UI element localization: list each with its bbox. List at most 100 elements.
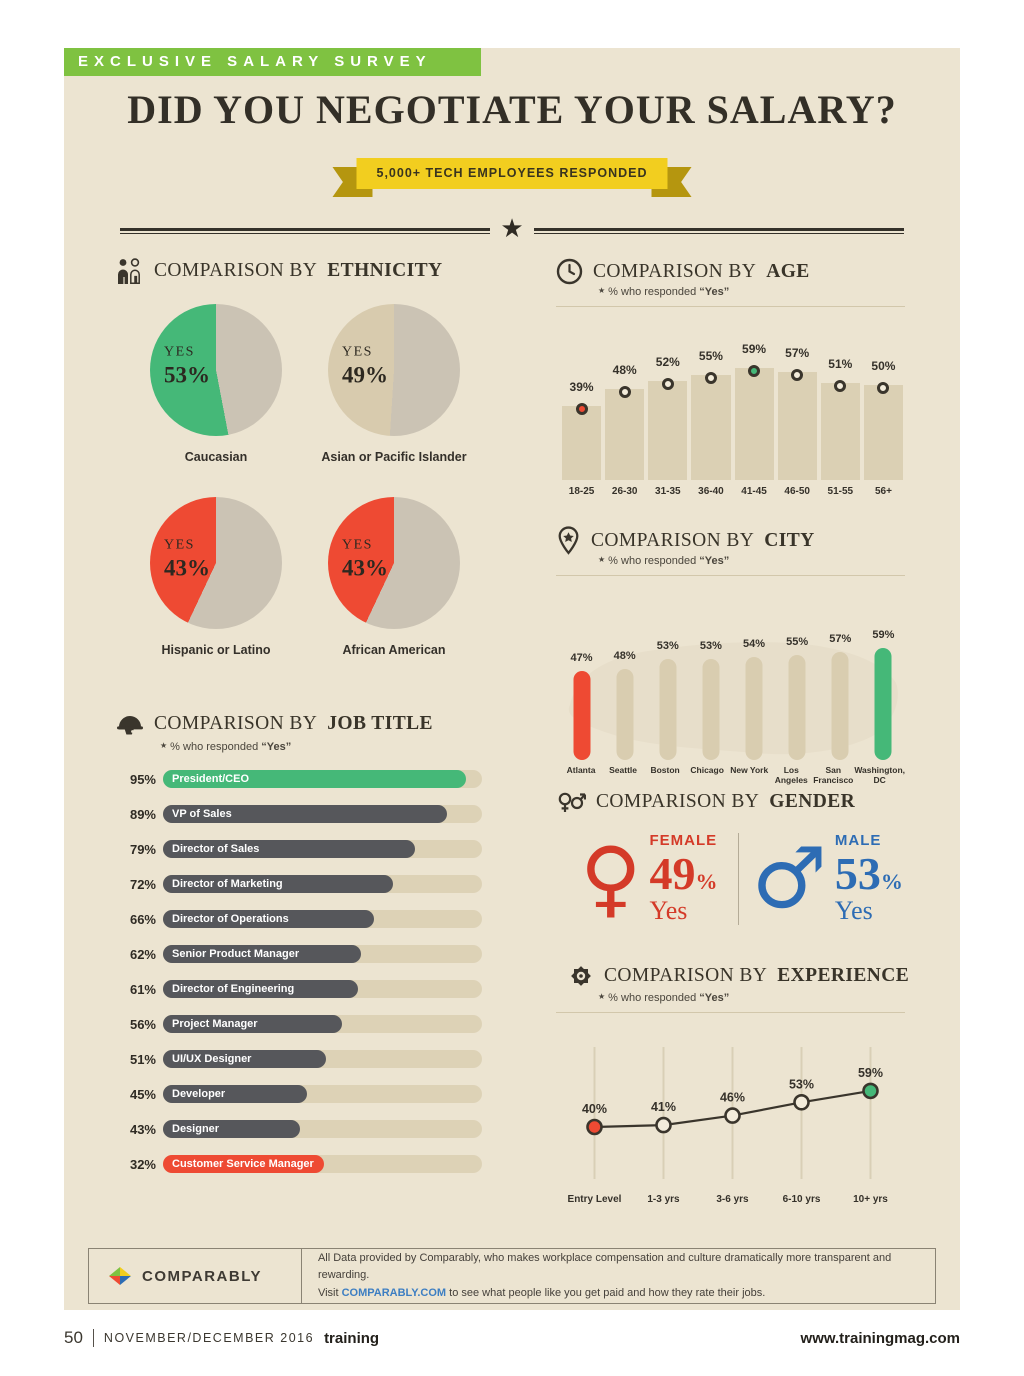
job-bar-fill: Director of Marketing [163,875,393,893]
map-pin-icon [556,526,581,555]
job-title-row: 45% Developer [122,1085,482,1103]
age-column: 57% [776,326,819,480]
city-column: 53% [646,593,689,760]
age-value-label: 39% [569,380,594,394]
age-data-point [877,382,890,394]
city-bar [702,659,720,760]
credit-text: All Data provided by Comparably, who mak… [302,1244,935,1307]
infographic-panel: EXCLUSIVE SALARY SURVEY DID YOU NEGOTIAT… [64,48,960,1310]
experience-value-label: 59% [858,1066,883,1080]
age-data-point [575,403,588,415]
job-percent-label: 43% [129,1121,156,1137]
section-subtitle-age: ★% who responded “Yes” [598,286,729,298]
job-bar-track: President/CEO [163,770,482,788]
footer-divider [92,1329,94,1347]
city-value-label: 47% [570,652,593,664]
age-value-label: 50% [871,359,896,373]
city-value-label: 59% [872,629,895,641]
ethnicity-pie-grid: YES 53% Caucasian YES 49% Asian or Pacific Is… [140,304,472,690]
pie-yes-value: YES 53% [164,344,210,388]
experience-data-point [862,1082,879,1100]
pie-chart: YES 43% [150,497,282,629]
magazine-brand: training [324,1329,380,1347]
section-title-prefix: COMPARISON BY [591,529,755,551]
kicker-banner: EXCLUSIVE SALARY SURVEY [64,48,481,76]
section-rule [556,306,905,307]
age-category-label: 56+ [874,486,892,497]
star-icon: ★ [500,214,524,244]
female-unit: % [695,869,718,895]
section-header-job-title: COMPARISON BY JOB TITLE [116,712,433,736]
helmet-icon [116,712,144,736]
experience-category-label: Entry Level [567,1194,622,1205]
age-bar [691,375,731,480]
job-bar-track: Director of Operations [163,910,482,928]
male-yes: Yes [834,896,873,926]
city-plot: 47% 48% 53% 53% 54% 55% 57% 59% [560,593,905,760]
city-category-label: Atlanta [566,765,596,775]
city-value-label: 54% [743,638,766,650]
job-bar-track: Director of Marketing [163,875,482,893]
job-bar-track: Senior Product Manager [163,945,482,963]
experience-data-point [655,1116,672,1134]
job-percent-label: 45% [129,1086,156,1102]
age-data-point [618,386,631,398]
age-xlabels: 18-25 26-30 31-35 36-40 41-45 46-50 51-55 56+ [560,486,905,497]
age-value-label: 51% [828,357,853,371]
section-rule [556,575,905,576]
job-title-label: VP of Sales [172,808,232,820]
city-value-label: 55% [786,636,809,648]
job-title-label: Director of Engineering [172,983,295,995]
city-bar [745,657,763,760]
age-column: 50% [862,326,905,480]
city-category-label: Seattle [609,765,637,775]
age-column: 52% [646,326,689,480]
job-percent-label: 62% [129,946,156,962]
job-percent-label: 79% [129,841,156,857]
city-value-label: 48% [613,650,636,662]
comparably-link[interactable]: COMPARABLY.COM [341,1286,447,1299]
experience-category-label: 3-6 yrs [716,1194,749,1205]
subtitle-yes: “Yes” [699,286,730,298]
subtitle-yes: “Yes” [699,992,730,1004]
job-bar-fill: Customer Service Manager [163,1155,324,1173]
ribbon-text: 5,000+ TECH EMPLOYEES RESPONDED [356,158,668,189]
pie-yes-value: YES 49% [342,344,388,388]
age-data-point [834,380,847,392]
city-category-label: Chicago [690,765,724,775]
age-category-label: 31-35 [655,486,681,497]
age-bar [734,368,774,480]
job-title-row: 56% Project Manager [122,1015,482,1033]
age-bar [648,381,688,480]
female-yes: Yes [649,896,688,926]
section-rule [556,1012,905,1013]
issue-date: NOVEMBER/DECEMBER 2016 [103,1331,315,1345]
note-star-icon: ★ [598,555,606,564]
age-value-label: 48% [612,363,637,377]
age-bar [562,406,602,480]
pie-category-label: Hispanic or Latino [161,643,271,657]
city-bar [831,652,849,760]
yes-word: YES [342,537,373,553]
city-column: 59% [862,593,905,760]
section-title-prefix: COMPARISON BY [596,791,760,812]
male-label: MALE [834,832,882,850]
section-subtitle-job-title: ★% who responded “Yes” [160,741,291,753]
pie-category-label: Caucasian [184,450,248,464]
city-column: 55% [776,593,819,760]
credit-line2-prefix: Visit [317,1286,342,1299]
job-bar-fill: UI/UX Designer [163,1050,326,1068]
experience-data-point [793,1094,810,1111]
experience-data-point [724,1107,741,1124]
section-title-prefix: COMPARISON BY [593,260,757,282]
male-value: 53% [835,851,903,897]
job-bar-track: Developer [163,1085,482,1103]
age-column: 55% [689,326,732,480]
age-bar [863,385,903,480]
job-title-label: Designer [172,1123,220,1135]
job-title-label: President/CEO [172,773,250,785]
age-category-label: 41-45 [741,486,767,497]
age-value-label: 55% [698,349,723,363]
note-star-icon: ★ [160,741,168,750]
pie-yes-value: YES 43% [342,537,388,581]
